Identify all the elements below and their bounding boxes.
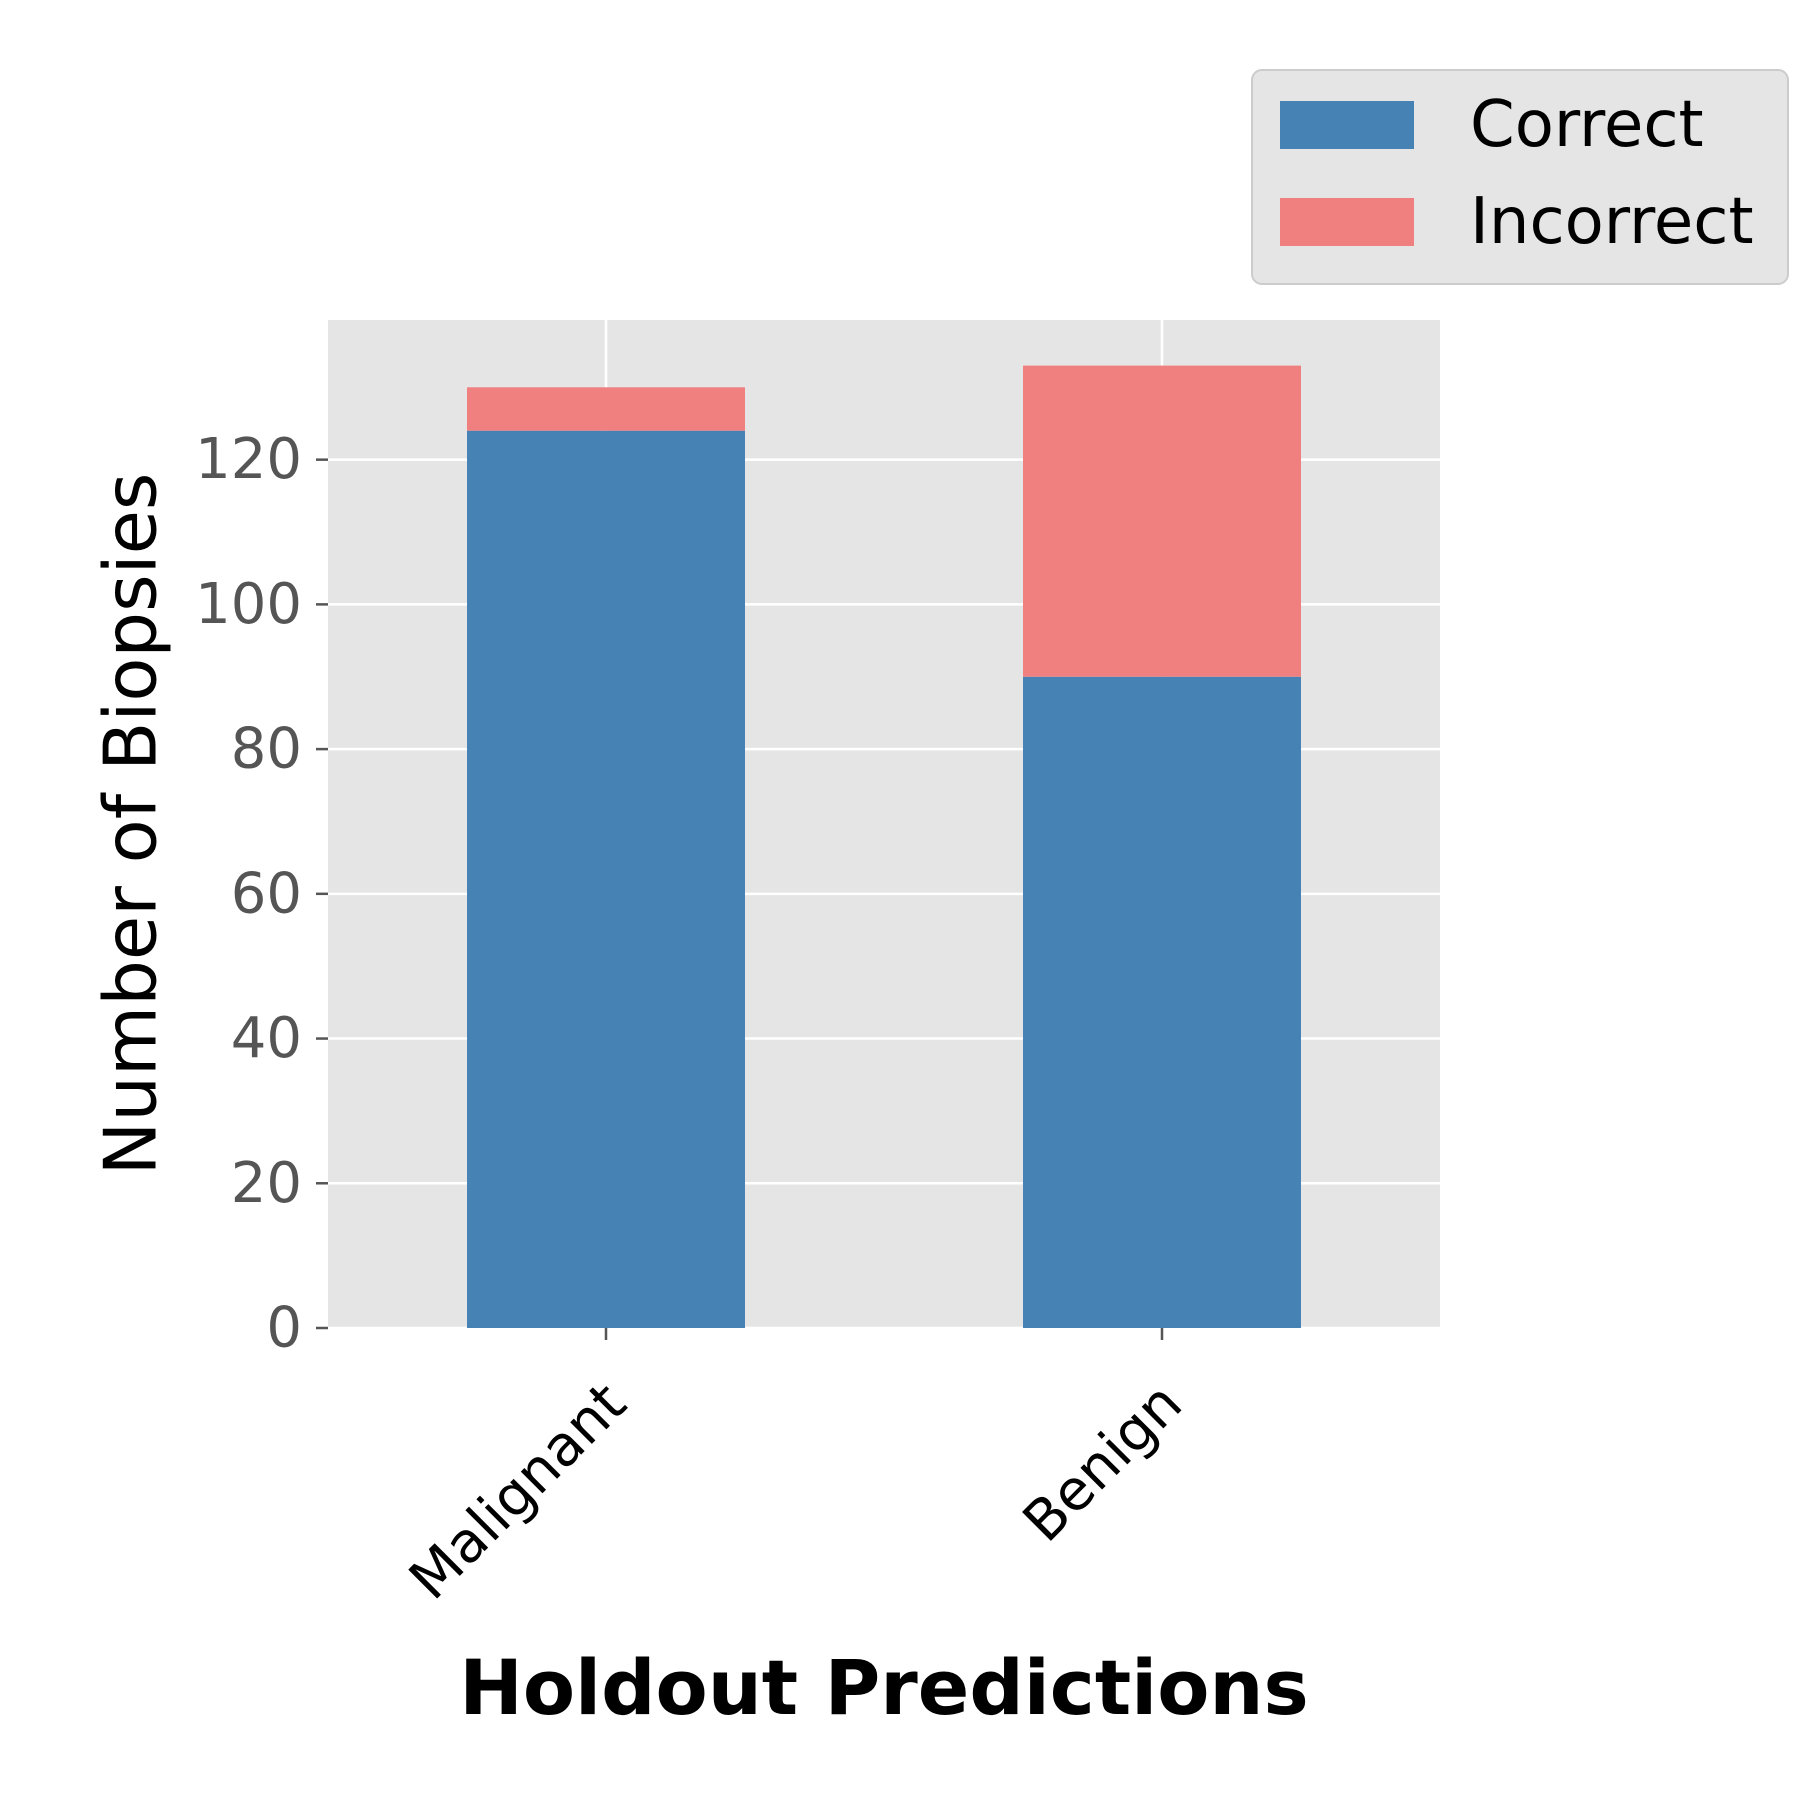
y-tick-label: 0 [266, 1296, 302, 1361]
y-axis-ticks: 0 20 40 60 80 100 120 [195, 427, 328, 1361]
legend-items: Correct Incorrect [1280, 88, 1754, 259]
bar-malignant-incorrect [467, 387, 745, 431]
legend-label-incorrect: Incorrect [1470, 185, 1754, 259]
y-tick-label: 60 [231, 861, 302, 926]
y-tick-label: 120 [195, 427, 302, 492]
legend: Correct Incorrect [1251, 69, 1789, 285]
legend-swatch-incorrect [1280, 198, 1414, 246]
y-tick-label: 80 [231, 717, 302, 782]
bar-benign-incorrect [1023, 365, 1301, 677]
y-tick-label: 100 [195, 572, 302, 637]
bar-malignant-correct [467, 430, 745, 1328]
bar-benign-correct [1023, 676, 1301, 1328]
x-axis-ticks: Malignant Benign [397, 1328, 1195, 1612]
legend-swatch-correct [1280, 101, 1414, 149]
y-tick-label: 20 [231, 1151, 302, 1216]
y-axis-label: Number of Biopsies [89, 473, 173, 1176]
bars [467, 365, 1301, 1328]
x-axis-label: Holdout Predictions [459, 1643, 1309, 1732]
x-tick-label-malignant: Malignant [397, 1371, 639, 1613]
x-tick-label-benign: Benign [1011, 1371, 1195, 1555]
y-tick-label: 40 [231, 1006, 302, 1071]
legend-label-correct: Correct [1470, 88, 1704, 162]
